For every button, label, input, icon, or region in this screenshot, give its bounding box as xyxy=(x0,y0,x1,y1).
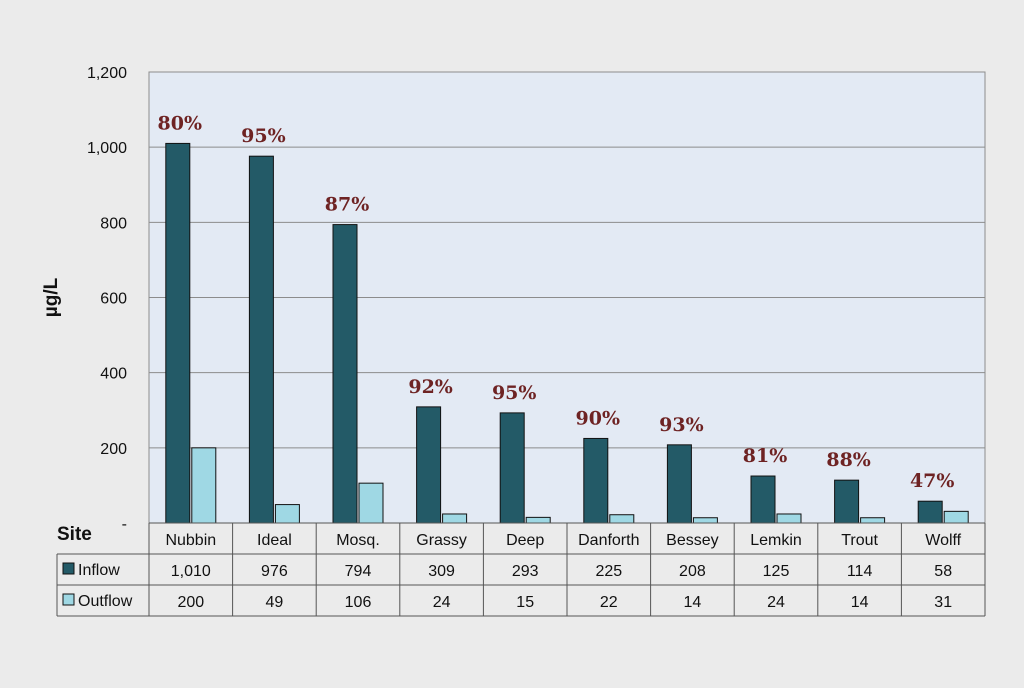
y-tick-label: 400 xyxy=(100,366,127,383)
table-cell-inflow: 293 xyxy=(512,563,539,580)
bar-outflow xyxy=(525,516,551,524)
table-cell-inflow: 794 xyxy=(345,563,372,580)
x-tick-label: Danforth xyxy=(578,532,639,549)
bar-outflow xyxy=(191,447,217,524)
table-cell-outflow: 106 xyxy=(345,594,372,611)
y-tick-label: - xyxy=(122,516,127,533)
y-tick-label: 1,000 xyxy=(87,140,127,157)
y-tick-label: 600 xyxy=(100,291,127,308)
table-cell-inflow: 125 xyxy=(763,563,790,580)
table-cell-outflow: 14 xyxy=(851,594,869,611)
legend-label-outflow: Outflow xyxy=(78,593,133,610)
y-axis-label: µg/L xyxy=(41,277,62,317)
x-tick-label: Wolff xyxy=(925,532,961,549)
x-tick-label: Bessey xyxy=(666,532,718,549)
bar-inflow xyxy=(248,155,274,524)
percent-annotation: 47% xyxy=(910,470,955,492)
bar-inflow xyxy=(750,475,776,524)
bar-outflow xyxy=(776,513,802,524)
bar-inflow xyxy=(416,406,442,524)
bar-outflow xyxy=(692,517,718,524)
y-tick-label: 1,200 xyxy=(87,65,127,82)
bar-outflow xyxy=(274,504,300,524)
table-cell-inflow: 208 xyxy=(679,563,706,580)
percent-annotation: 90% xyxy=(576,407,621,429)
x-tick-label: Nubbin xyxy=(165,532,216,549)
bar-outflow xyxy=(609,514,635,524)
table-cell-inflow: 976 xyxy=(261,563,288,580)
percent-annotation: 87% xyxy=(325,194,370,216)
table-cell-inflow: 309 xyxy=(428,563,455,580)
bar-inflow xyxy=(834,479,860,524)
x-tick-label: Trout xyxy=(841,532,878,549)
table-cell-inflow: 225 xyxy=(595,563,622,580)
table-cell-outflow: 24 xyxy=(433,594,451,611)
x-tick-label: Deep xyxy=(506,532,544,549)
table-cell-outflow: 22 xyxy=(600,594,618,611)
bar-outflow xyxy=(943,510,969,524)
percent-annotation: 81% xyxy=(743,445,788,467)
percent-annotation: 93% xyxy=(659,414,704,436)
bar-inflow xyxy=(499,412,525,524)
x-tick-label: Lemkin xyxy=(750,532,802,549)
table-cell-inflow: 114 xyxy=(847,563,873,580)
percent-annotation: 88% xyxy=(826,449,871,471)
bar-outflow xyxy=(860,517,886,524)
bar-outflow xyxy=(442,513,468,524)
table-header-site: Site xyxy=(57,524,92,545)
table-cell-outflow: 24 xyxy=(767,594,785,611)
x-tick-label: Ideal xyxy=(257,532,292,549)
table-cell-inflow: 1,010 xyxy=(171,563,211,580)
legend-key-inflow xyxy=(62,562,75,575)
bar-inflow xyxy=(917,500,943,524)
legend-label-inflow: Inflow xyxy=(78,562,120,579)
table-cell-outflow: 15 xyxy=(516,594,534,611)
bar-inflow xyxy=(332,224,358,524)
bar-outflow xyxy=(358,482,384,524)
table-cell-outflow: 14 xyxy=(684,594,702,611)
table-cell-inflow: 58 xyxy=(934,563,952,580)
percent-annotation: 95% xyxy=(241,125,286,147)
y-tick-label: 200 xyxy=(100,441,127,458)
legend-key-outflow xyxy=(62,593,75,606)
y-tick-label: 800 xyxy=(100,215,127,232)
percent-annotation: 92% xyxy=(408,376,453,398)
bar-inflow xyxy=(165,142,191,524)
bar-inflow xyxy=(583,437,609,524)
x-tick-label: Mosq. xyxy=(336,532,380,549)
percent-annotation: 80% xyxy=(158,112,203,134)
bar-inflow xyxy=(666,444,692,524)
table-cell-outflow: 31 xyxy=(934,594,952,611)
table-cell-outflow: 49 xyxy=(266,594,284,611)
table-cell-outflow: 200 xyxy=(177,594,204,611)
percent-annotation: 95% xyxy=(492,382,537,404)
x-tick-label: Grassy xyxy=(416,532,467,549)
